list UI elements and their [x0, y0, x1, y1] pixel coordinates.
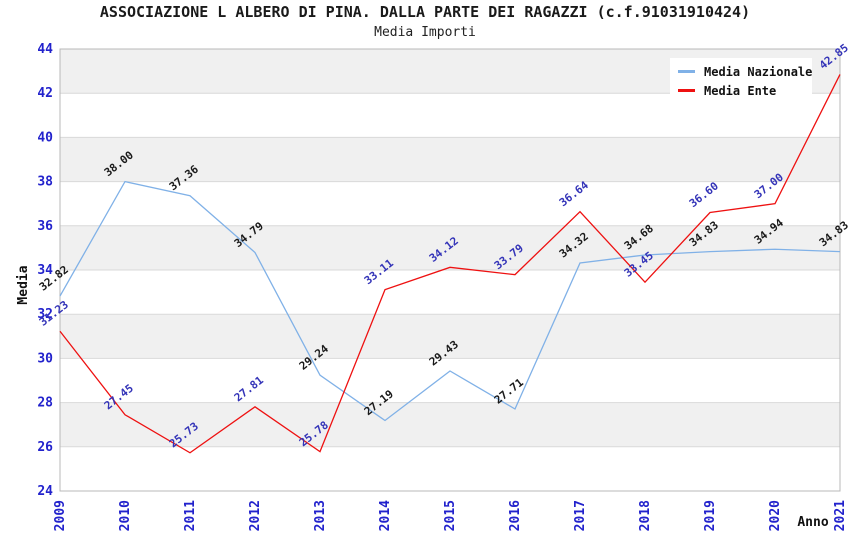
y-tick-label: 24 — [37, 484, 53, 499]
data-label-media-nazionale: 27.71 — [492, 376, 526, 407]
y-tick-label: 32 — [37, 307, 53, 322]
plot-border — [59, 48, 841, 492]
data-label-media-ente: 27.81 — [232, 373, 266, 404]
legend-item: Media Nazionale — [678, 62, 812, 81]
legend-swatch — [678, 70, 695, 73]
x-tick-label: 2020 — [768, 500, 783, 531]
chart-legend: Media Nazionale Media Ente — [670, 58, 812, 105]
plot-band — [60, 137, 840, 182]
y-tick-label: 34 — [37, 263, 53, 278]
y-tick-label: 26 — [37, 440, 53, 455]
x-tick-label: 2010 — [118, 500, 133, 531]
x-tick-label: 2019 — [703, 500, 718, 531]
x-tick-label: 2013 — [313, 500, 328, 531]
plot-band — [60, 225, 840, 270]
x-tick-label: 2009 — [53, 500, 68, 531]
x-tick-label: 2021 — [833, 500, 848, 531]
legend-swatch — [678, 89, 695, 92]
x-tick-label: 2011 — [183, 500, 198, 531]
y-axis-title: Media — [16, 265, 31, 304]
data-label-media-ente: 36.60 — [687, 179, 721, 210]
chart-title: ASSOCIAZIONE L ALBERO DI PINA. DALLA PAR… — [99, 3, 751, 21]
x-tick-label: 2016 — [508, 500, 523, 531]
plot-band — [60, 314, 840, 359]
series-line-media-ente — [59, 74, 841, 454]
y-tick-label: 44 — [37, 42, 53, 57]
legend-item: Media Ente — [678, 81, 808, 100]
x-tick-label: 2014 — [378, 500, 393, 531]
y-tick-label: 40 — [37, 130, 53, 145]
x-tick-label: 2017 — [573, 500, 588, 531]
y-tick-label: 38 — [37, 175, 53, 190]
y-tick-label: 42 — [37, 86, 53, 101]
y-tick-label: 36 — [37, 219, 53, 234]
chart-subtitle: Media Importi — [374, 25, 476, 40]
series-line-media-nazionale — [59, 180, 841, 422]
x-tick-label: 2018 — [638, 500, 653, 531]
y-tick-label: 30 — [37, 351, 53, 366]
y-tick-label: 28 — [37, 396, 53, 411]
x-tick-label: 2012 — [248, 500, 263, 531]
legend-label: Media Nazionale — [704, 64, 813, 79]
data-label-media-ente: 36.64 — [557, 178, 591, 209]
plot-band — [60, 402, 840, 447]
x-axis-title: Anno — [797, 515, 828, 530]
x-tick-label: 2015 — [443, 500, 458, 531]
legend-label: Media Ente — [704, 83, 777, 98]
